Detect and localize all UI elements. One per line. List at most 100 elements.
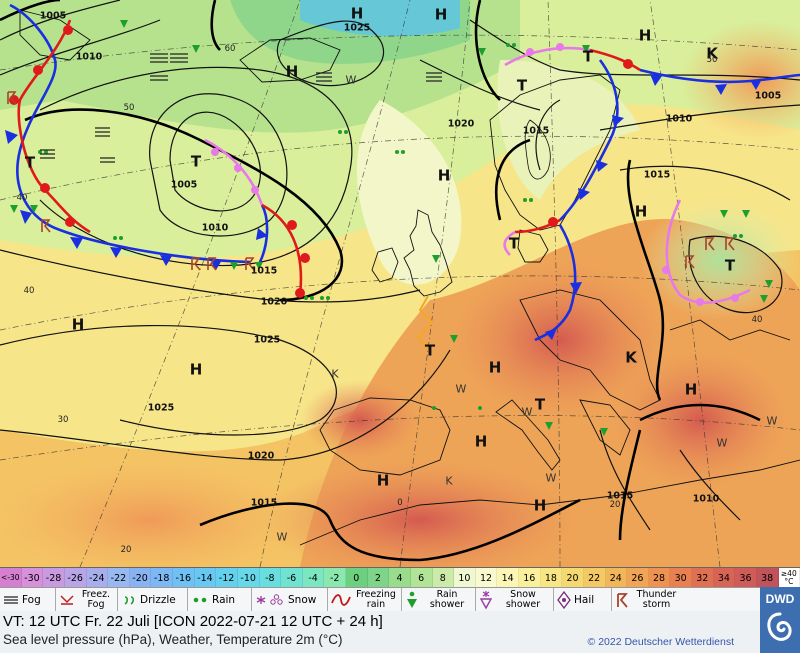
thunderstorm-symbols: [7, 91, 735, 271]
snow-icon: [256, 594, 283, 605]
snow-shower-icon: [479, 591, 493, 610]
legend-hail: Hail: [554, 588, 612, 612]
front-cold-central: [534, 224, 577, 342]
dwd-logo-text: DWD: [765, 592, 795, 606]
chart-subtitle: Sea level pressure (hPa), Weather, Tempe…: [3, 632, 343, 647]
rain-shower-symbols: [10, 20, 773, 436]
dwd-logo: DWD: [760, 587, 800, 653]
legend-fog-label: Fog: [22, 594, 41, 606]
front-occlusion-east: [665, 199, 751, 304]
temperature-scale-cell: 22: [583, 568, 606, 588]
temperature-scale-cell: 10: [454, 568, 476, 588]
temperature-scale-cell: -26: [64, 568, 87, 588]
front-warm-mid: [261, 203, 303, 296]
legend-fog: Fog: [0, 588, 56, 612]
hail-icon: [557, 591, 571, 609]
temperature-scale-cell: -28: [43, 568, 65, 588]
legend-snow: Snow: [252, 588, 328, 612]
temperature-scale-cell: -12: [216, 568, 238, 588]
legend-drizzle: Drizzle: [118, 588, 188, 612]
legend-snow-shower: Snow shower: [476, 588, 554, 612]
temperature-scale-cell: -2: [324, 568, 346, 588]
legend-freezing-rain: Freezing rain: [328, 588, 402, 612]
temperature-scale-cell: -8: [259, 568, 282, 588]
legend-hail-label: Hail: [574, 594, 595, 606]
temperature-scale-cell: 18: [540, 568, 563, 588]
legend-rain-label: Rain: [212, 594, 236, 606]
temperature-scale-cell: 6: [410, 568, 433, 588]
weather-map: [0, 0, 800, 567]
temperature-color-scale: <-30 -30 -28 -26 -24 -22 -20 -18 -16 -14 -12 -10 -8-…: [0, 567, 800, 588]
temperature-scale-cell: 28: [648, 568, 671, 588]
temperature-scale-cell: -30: [21, 568, 44, 588]
weather-legend: Fog Freez. Fog Drizzle Rain Snow Freezin…: [0, 587, 760, 613]
temperature-scale-cell: 14: [497, 568, 519, 588]
copyright-notice: © 2022 Deutscher Wetterdienst: [587, 636, 734, 648]
temperature-scale-cell: <-30: [0, 568, 22, 588]
legend-rain-shower: Rain shower: [402, 588, 476, 612]
temperature-scale-cell: -24: [86, 568, 109, 588]
rain-icon: [193, 597, 207, 603]
legend-drizzle-label: Drizzle: [140, 594, 176, 606]
rain-symbols: [38, 43, 743, 410]
valid-time-title: VT: 12 UTC Fr. 22 Juli [ICON 2022-07-21 …: [3, 613, 383, 630]
front-occlusion-north: [504, 46, 591, 67]
front-occlusion-west: [204, 138, 264, 206]
temperature-scale-cell: 30: [670, 568, 692, 588]
temperature-scale-cell: 34: [713, 568, 736, 588]
temperature-scale-cell: -20: [129, 568, 152, 588]
front-occlusion-baltic: [503, 230, 516, 256]
convergence-line: [417, 295, 433, 351]
legend-snow-shower-label: Snow shower: [505, 589, 541, 610]
legend-snow-label: Snow: [288, 594, 317, 606]
temperature-scale-cell: 32: [692, 568, 714, 588]
temperature-scale-cell: -16: [173, 568, 195, 588]
legend-rain: Rain: [188, 588, 252, 612]
rain-shower-icon: [407, 591, 417, 608]
temperature-scale-cell: 36: [735, 568, 757, 588]
temperature-scale-cell: 24: [605, 568, 628, 588]
freezing-fog-icon: [60, 595, 74, 605]
isobars: [0, 0, 800, 531]
front-cold-north: [639, 68, 800, 84]
thunderstorm-icon: [617, 593, 628, 608]
drizzle-icon: [124, 596, 135, 605]
front-warm-west: [17, 19, 91, 234]
temperature-scale-cell: 12: [475, 568, 498, 588]
isobars-bold: [0, 0, 761, 562]
weather-fronts: [9, 3, 800, 351]
legend-freezing-fog-label: Freez. Fog: [81, 589, 111, 610]
legend-thunderstorm-label: Thunder storm: [636, 589, 677, 610]
temperature-scale-cell: 8: [432, 568, 455, 588]
temperature-scale-cell: -10: [237, 568, 260, 588]
info-panel: VT: 12 UTC Fr. 22 Juli [ICON 2022-07-21 …: [0, 611, 760, 653]
temperature-scale-cell: -4: [302, 568, 325, 588]
legend-freezing-rain-label: Freezing rain: [356, 589, 396, 610]
precip-symbols: [7, 20, 773, 436]
temperature-scale-cell: 16: [519, 568, 541, 588]
temperature-scale-cell: -14: [194, 568, 217, 588]
fog-icon: [4, 596, 18, 604]
temperature-scale-cell: 20: [562, 568, 584, 588]
legend-rain-shower-label: Rain shower: [429, 589, 465, 610]
fog-symbols: [40, 53, 442, 163]
temperature-scale-cell: ≥40 °C: [778, 568, 800, 588]
front-warm-north: [589, 48, 641, 72]
freezing-rain-icon: [331, 594, 351, 606]
legend-freezing-fog: Freez. Fog: [56, 588, 118, 612]
dwd-swirl-icon: [767, 612, 792, 641]
temperature-scale-cell: -6: [281, 568, 303, 588]
temperature-scale-cell: -22: [108, 568, 130, 588]
temperature-scale-cell: 38: [756, 568, 779, 588]
front-cold-mid: [258, 204, 269, 263]
temperature-scale-cell: 0: [346, 568, 368, 588]
temperature-scale-cell: 26: [627, 568, 649, 588]
graticule: [0, 0, 800, 567]
temperature-scale-cell: 2: [367, 568, 390, 588]
front-symbols: [5, 25, 762, 340]
legend-thunderstorm: Thunder storm: [612, 588, 684, 612]
lakes: [524, 119, 551, 180]
temperature-field: [0, 0, 800, 567]
temperature-scale-cell: 4: [389, 568, 411, 588]
